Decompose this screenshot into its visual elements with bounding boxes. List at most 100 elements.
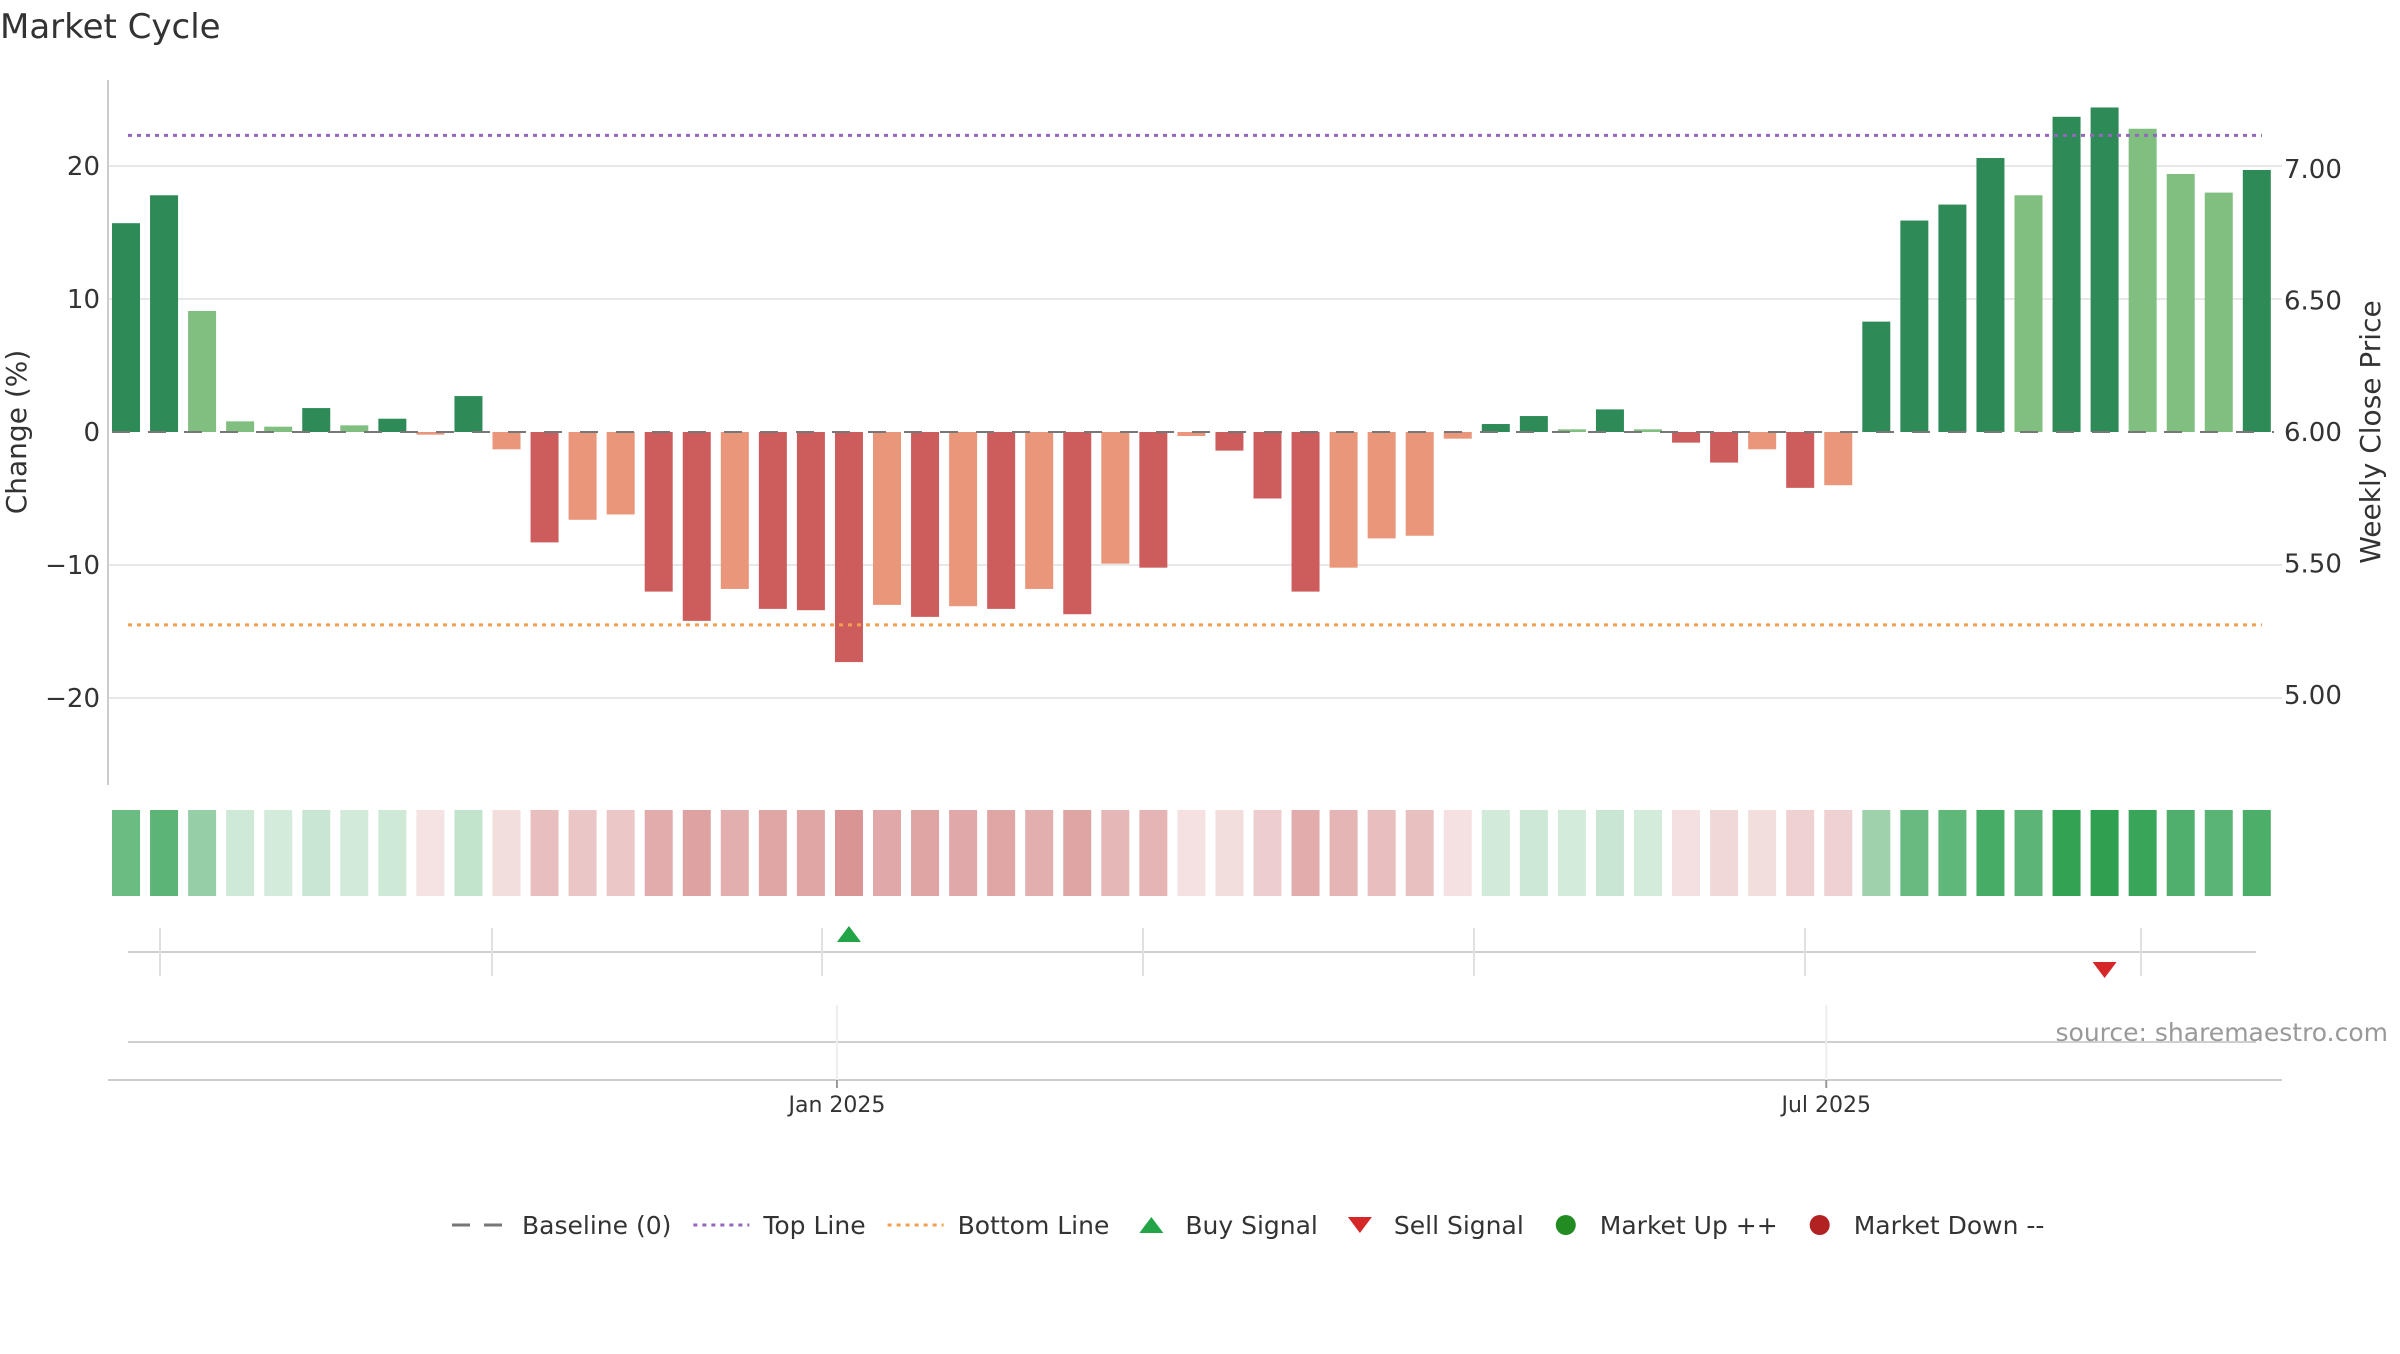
change-bar: [1177, 432, 1206, 436]
x-tick-label: Jan 2025: [786, 1093, 885, 1118]
change-bar: [1976, 158, 2005, 432]
legend-swatch: [1139, 1217, 1164, 1233]
change-bar: [873, 432, 901, 605]
change-bar: [188, 310, 217, 432]
y2-tick-label: 5.00: [2284, 681, 2342, 711]
heat-cell: [2090, 810, 2119, 896]
heat-cell: [1139, 810, 1168, 896]
change-bar: [1786, 432, 1815, 488]
change-bar: [1101, 432, 1130, 564]
reference-lines: [112, 133, 2274, 627]
sell-signal-marker: [2092, 962, 2117, 978]
source-label: source: sharemaestro.com: [2056, 1018, 2389, 1047]
heat-cell: [340, 810, 369, 896]
change-bar: [987, 432, 1016, 609]
change-bar: [796, 432, 825, 611]
change-bar: [682, 432, 711, 621]
heat-cell: [1748, 810, 1777, 896]
legend-item: Top Line: [693, 1211, 866, 1240]
heat-cell: [2052, 810, 2081, 896]
heat-cell: [2128, 810, 2157, 896]
change-bar: [1405, 432, 1434, 536]
change-bar: [340, 425, 369, 432]
heat-cell: [1519, 810, 1548, 896]
change-bar: [1938, 204, 1967, 432]
heat-cell: [911, 810, 940, 896]
heat-cell: [949, 810, 978, 896]
y-tick-label: −10: [45, 551, 100, 581]
heat-cell: [1215, 810, 1244, 896]
change-bar: [302, 408, 331, 432]
heat-cell: [568, 810, 597, 896]
heat-cell: [834, 810, 863, 896]
change-bar: [1025, 432, 1054, 589]
heat-cell: [1900, 810, 1929, 896]
heat-cell: [1367, 810, 1396, 896]
change-bar: [568, 432, 597, 520]
change-bar: [949, 432, 978, 607]
legend-label: Sell Signal: [1394, 1211, 1524, 1240]
change-bar: [1291, 432, 1320, 592]
heat-cell: [2204, 810, 2233, 896]
y2-tick-label: 6.50: [2284, 287, 2342, 317]
heat-cell: [1862, 810, 1891, 896]
change-bar: [1900, 220, 1929, 432]
change-bar: [2242, 169, 2271, 433]
change-bar: [1443, 432, 1472, 439]
change-bar: [1557, 429, 1586, 432]
change-bar: [530, 432, 559, 543]
heat-cell: [1938, 810, 1967, 896]
change-bar: [226, 421, 255, 432]
heat-cell: [2014, 810, 2043, 896]
legend-swatch: [1347, 1217, 1372, 1233]
change-bar: [2014, 195, 2043, 432]
change-bar: [720, 432, 749, 589]
heat-cell: [1025, 810, 1054, 896]
y-tick-label: −20: [45, 684, 100, 714]
chart-title: Market Cycle: [0, 7, 221, 47]
change-bar: [1748, 432, 1777, 450]
y-tick-label: 0: [83, 418, 100, 448]
legend-label: Bottom Line: [958, 1211, 1110, 1240]
legend-swatch: [1555, 1215, 1576, 1235]
change-bar: [378, 418, 407, 432]
heat-cell: [1595, 810, 1624, 896]
heat-cell: [112, 810, 140, 896]
change-bar: [2052, 116, 2081, 432]
change-bar: [758, 432, 787, 609]
heat-cell: [1101, 810, 1130, 896]
heat-cell: [796, 810, 825, 896]
heat-cell: [1291, 810, 1320, 896]
change-bar: [911, 432, 940, 617]
heat-cell: [2166, 810, 2195, 896]
heat-cell: [758, 810, 787, 896]
heat-cell: [1557, 810, 1586, 896]
heat-cell: [1063, 810, 1092, 896]
legend-item: Sell Signal: [1347, 1211, 1524, 1240]
heat-cell: [492, 810, 521, 896]
x-tick-label: Jul 2025: [1779, 1093, 1871, 1118]
change-bar: [606, 432, 635, 515]
change-bar: [1519, 416, 1548, 432]
heat-cell: [987, 810, 1016, 896]
heat-cell: [1786, 810, 1815, 896]
heat-cell: [454, 810, 483, 896]
change-bar: [1253, 432, 1282, 499]
heat-cell: [1443, 810, 1472, 896]
heat-cell: [720, 810, 749, 896]
heat-cell: [1824, 810, 1853, 896]
change-bar: [492, 432, 521, 450]
change-bar: [1710, 432, 1739, 463]
heat-cell: [1329, 810, 1358, 896]
change-bar: [2204, 192, 2233, 432]
heat-cell: [1481, 810, 1510, 896]
heat-cell: [1405, 810, 1434, 896]
change-bar: [264, 426, 293, 432]
y-tick-label: 10: [67, 285, 100, 315]
heat-cell: [1976, 810, 2005, 896]
change-bar: [1367, 432, 1396, 539]
legend-item: Baseline (0): [452, 1211, 671, 1240]
legend-label: Market Down --: [1854, 1211, 2045, 1240]
change-bar: [1215, 432, 1244, 451]
